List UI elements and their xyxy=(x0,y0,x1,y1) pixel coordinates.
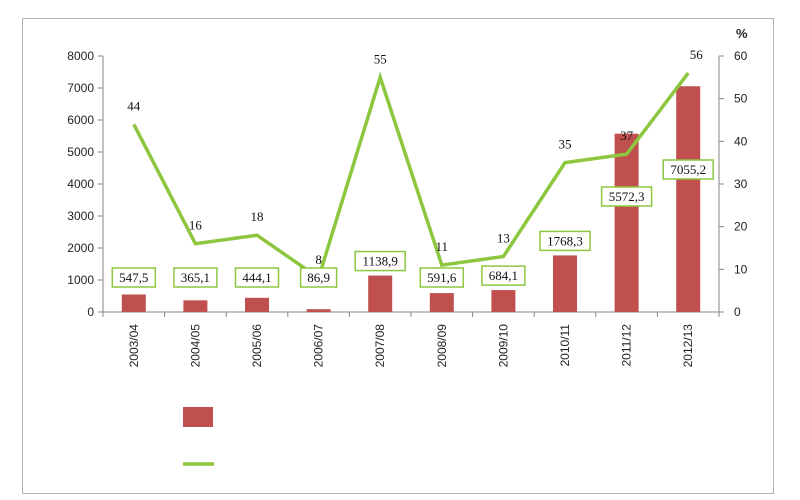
line-data-label: 35 xyxy=(559,137,572,152)
y-right-tick-label: 10 xyxy=(734,262,748,276)
x-tick-label: 2007/08 xyxy=(373,324,387,368)
y-left-tick-label: 6000 xyxy=(67,113,94,127)
bar-data-label-box xyxy=(662,159,714,180)
line-data-label: 55 xyxy=(374,51,387,66)
bar-data-label-box xyxy=(481,265,526,286)
x-tick-label: 2011/12 xyxy=(620,324,634,367)
x-tick-label: 2006/07 xyxy=(312,324,326,368)
bar-data-label-box xyxy=(354,250,406,272)
bar-data-label: 5572,3 xyxy=(609,189,645,204)
x-tick-label: 2008/09 xyxy=(435,324,449,368)
bar xyxy=(306,309,331,312)
bar xyxy=(429,293,454,312)
x-tick-label: 2005/06 xyxy=(250,324,264,368)
y-left-tick-label: 4000 xyxy=(67,177,94,191)
bar-data-label: 1138,9 xyxy=(363,254,398,269)
y-left-tick-label: 1000 xyxy=(67,273,94,287)
bar-data-label-box xyxy=(111,267,157,288)
line-data-label: 11 xyxy=(436,239,449,254)
y-left-tick-label: 0 xyxy=(87,305,94,319)
y-left-tick-label: 8000 xyxy=(67,49,94,63)
line-series xyxy=(132,71,690,281)
bar-data-label: 1768,3 xyxy=(547,233,583,248)
x-tick-label: 2009/10 xyxy=(496,324,510,368)
line-data-label: 18 xyxy=(251,209,264,224)
line-data-label: 8 xyxy=(315,252,322,267)
y-left-tick-label: 5000 xyxy=(67,145,94,159)
bar xyxy=(676,86,701,312)
bar-data-label: 684,1 xyxy=(489,268,518,283)
y-right-tick-label: 40 xyxy=(734,134,748,148)
bar-data-label: 591,6 xyxy=(427,270,457,285)
bar-data-label: 7055,2 xyxy=(670,162,706,177)
line-data-label: 44 xyxy=(127,98,141,113)
line-data-label: 16 xyxy=(189,218,203,233)
bar-data-label-box xyxy=(600,186,653,207)
line-data-label: 37 xyxy=(620,128,634,143)
bar xyxy=(614,133,639,312)
x-tick-label: 2010/11 xyxy=(558,324,572,367)
bar xyxy=(368,275,393,312)
bar xyxy=(183,300,208,312)
bar-data-label: 365,1 xyxy=(181,270,210,285)
line-data-label: 13 xyxy=(497,231,510,246)
line-data-label: 56 xyxy=(690,47,704,62)
bar xyxy=(245,297,269,312)
y-left-tick-label: 7000 xyxy=(67,81,94,95)
bar-data-label: 547,5 xyxy=(119,270,148,285)
legend-swatch-bar xyxy=(183,407,213,427)
x-tick-label: 2003/04 xyxy=(127,324,141,368)
y-right-tick-label: 60 xyxy=(734,49,748,63)
y-left-tick-label: 3000 xyxy=(67,209,94,223)
bar xyxy=(121,294,146,312)
x-tick-label: 2012/13 xyxy=(681,324,695,368)
bar-data-label-box xyxy=(299,267,338,288)
bar-data-label-box xyxy=(539,230,591,252)
y-right-tick-label: 50 xyxy=(734,92,748,106)
bar-data-label-box xyxy=(173,267,218,288)
y-left-tick-label: 2000 xyxy=(67,241,94,255)
bar-data-label-box xyxy=(234,267,280,288)
bar xyxy=(491,290,516,312)
y-right-tick-label: 20 xyxy=(734,220,748,234)
bar-data-label: 444,1 xyxy=(242,270,271,285)
bar-data-label: 86,9 xyxy=(307,270,330,285)
x-tick-label: 2004/05 xyxy=(188,324,202,368)
y-right-tick-label: 0 xyxy=(734,305,741,319)
y-right-tick-label: 30 xyxy=(734,177,748,191)
bar-data-label-box xyxy=(419,267,465,288)
bar xyxy=(553,255,577,312)
y-right-unit-label: % xyxy=(736,26,748,41)
